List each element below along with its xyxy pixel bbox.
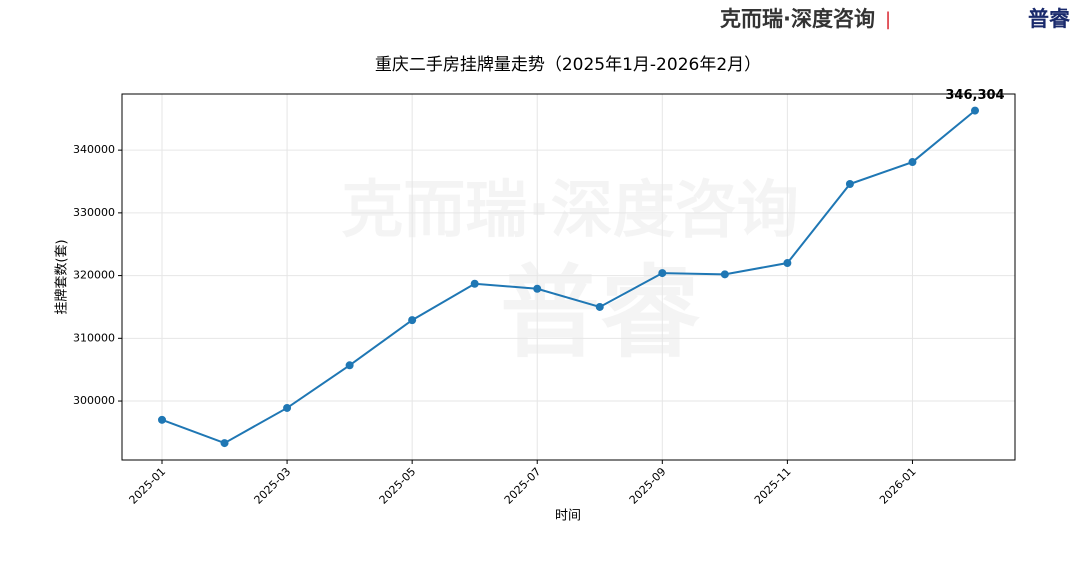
point [345,361,354,370]
x-axis-label: 时间 [555,509,581,524]
brand-separator: | [885,9,891,30]
x-tick-label: 2025-11 [752,465,794,507]
point [283,403,292,412]
point [658,269,667,278]
x-tick-label: 2025-07 [502,465,544,507]
y-tick-label: 340000 [73,143,115,156]
point [783,259,792,268]
plot-frame [121,93,1016,461]
point [470,279,479,288]
data-label: 346,304 [945,88,1004,103]
brand-name: 克而瑞·深度咨询 [720,7,875,31]
point [408,316,417,325]
point [595,302,604,311]
x-tick-label: 2025-05 [377,465,419,507]
watermark: 克而瑞·深度咨询 [341,173,799,246]
watermark: 普睿 [500,254,701,371]
point [158,415,166,424]
line [161,109,976,445]
y-axis-label: 挂牌套数(套) [54,239,70,314]
y-tick-label: 300000 [73,394,115,407]
x-tick-label: 2025-03 [252,465,294,507]
point [220,439,229,448]
x-tick-label: 2026-01 [877,465,919,507]
point [533,284,542,293]
y-tick-label: 320000 [73,269,115,282]
x-tick-label: 2025-09 [627,465,669,507]
point [720,270,729,279]
y-tick-label: 330000 [73,206,115,219]
chart-title: 重庆二手房挂牌量走势（2025年1月-2026年2月） [375,55,761,75]
point [971,106,979,115]
y-tick-label: 310000 [73,331,115,344]
point [845,180,854,189]
x-tick-label: 2025-01 [127,465,169,507]
point [908,158,917,167]
brand-logo: 普睿 [1028,7,1071,31]
